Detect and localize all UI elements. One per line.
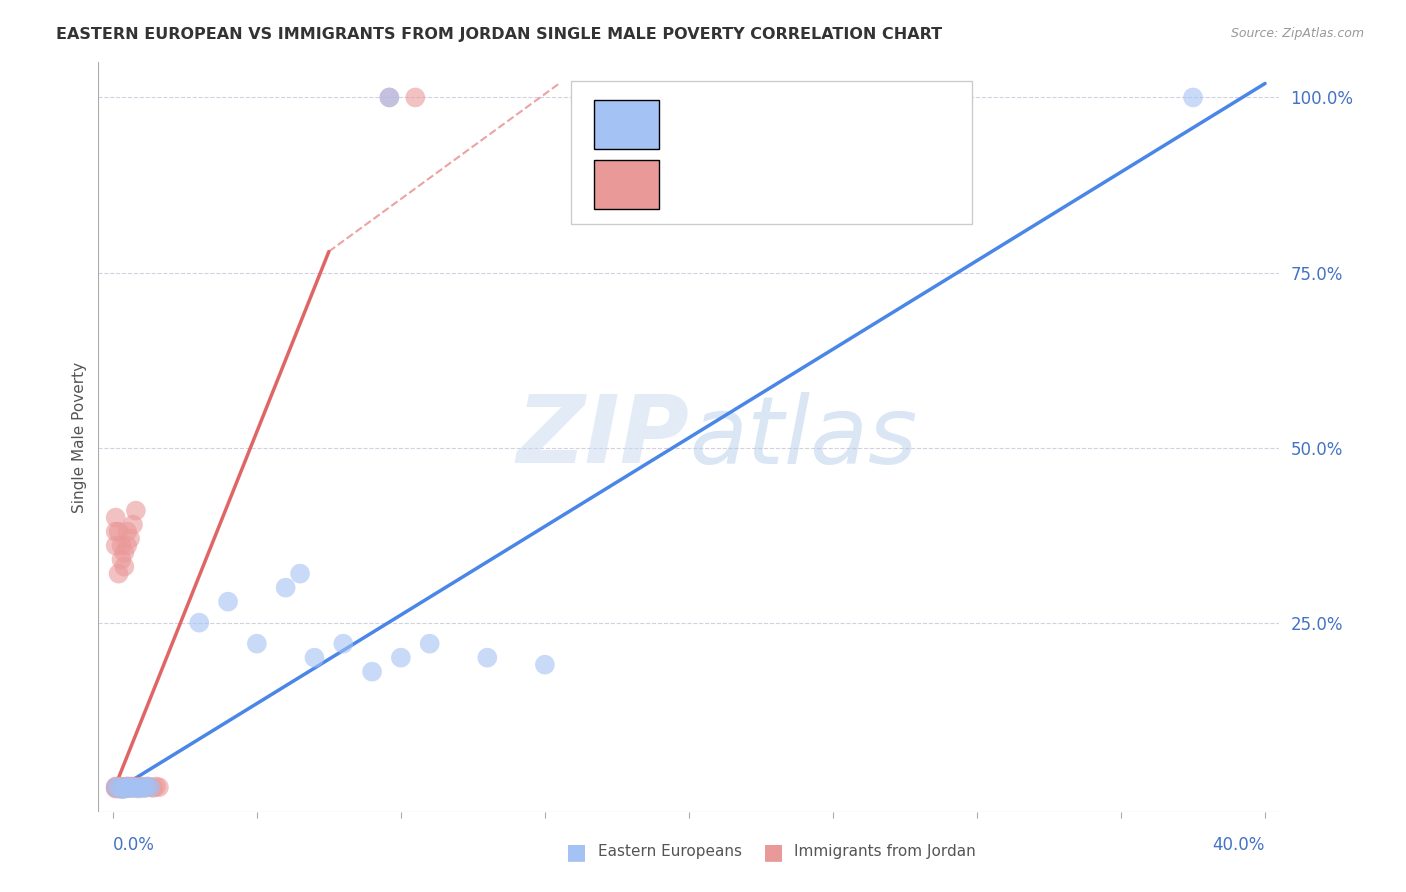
- Point: [112, 559, 135, 574]
- FancyBboxPatch shape: [571, 81, 973, 224]
- Point: [122, 517, 145, 532]
- Point: [378, 90, 401, 104]
- Text: ■: ■: [763, 842, 783, 862]
- Point: [125, 503, 148, 517]
- Point: [534, 657, 557, 672]
- Point: [110, 782, 132, 797]
- Point: [115, 780, 138, 795]
- Point: [110, 552, 132, 566]
- Point: [112, 546, 135, 560]
- FancyBboxPatch shape: [595, 160, 659, 209]
- Point: [104, 510, 127, 524]
- Point: [246, 637, 269, 651]
- Point: [419, 637, 441, 651]
- Point: [112, 781, 135, 796]
- Point: [115, 780, 138, 795]
- Text: atlas: atlas: [689, 392, 917, 483]
- Point: [107, 780, 129, 795]
- Point: [104, 781, 127, 796]
- Point: [104, 524, 127, 539]
- Point: [136, 780, 159, 794]
- Point: [104, 780, 127, 794]
- Text: R = 0.733   N = 50: R = 0.733 N = 50: [678, 174, 877, 194]
- Point: [142, 780, 165, 795]
- Text: R = 0.695   N = 28: R = 0.695 N = 28: [678, 114, 877, 134]
- Point: [115, 780, 138, 794]
- Text: EASTERN EUROPEAN VS IMMIGRANTS FROM JORDAN SINGLE MALE POVERTY CORRELATION CHART: EASTERN EUROPEAN VS IMMIGRANTS FROM JORD…: [56, 27, 942, 42]
- Point: [122, 780, 145, 794]
- Point: [115, 524, 138, 539]
- Point: [361, 665, 384, 679]
- Point: [131, 780, 153, 794]
- Point: [107, 780, 129, 795]
- Point: [122, 780, 145, 795]
- Point: [1182, 90, 1205, 104]
- Point: [112, 781, 135, 796]
- Point: [107, 780, 129, 794]
- Text: 0.0%: 0.0%: [112, 836, 155, 855]
- Point: [107, 524, 129, 539]
- Text: 40.0%: 40.0%: [1213, 836, 1265, 855]
- Point: [122, 780, 145, 795]
- Point: [112, 780, 135, 795]
- Text: ZIP: ZIP: [516, 391, 689, 483]
- Point: [477, 650, 499, 665]
- Point: [404, 90, 426, 104]
- Point: [125, 780, 148, 795]
- Point: [120, 780, 142, 795]
- Point: [115, 780, 138, 795]
- Point: [134, 780, 156, 795]
- Point: [274, 581, 297, 595]
- Point: [104, 780, 127, 795]
- Point: [217, 594, 239, 608]
- Point: [125, 780, 148, 795]
- Point: [110, 780, 132, 795]
- Point: [120, 780, 142, 794]
- Text: ■: ■: [567, 842, 586, 862]
- Point: [332, 637, 354, 651]
- Point: [107, 566, 129, 581]
- Point: [120, 780, 142, 795]
- Point: [128, 781, 150, 796]
- Point: [288, 566, 311, 581]
- Point: [104, 780, 127, 795]
- Point: [110, 780, 132, 794]
- Point: [378, 90, 401, 104]
- Point: [110, 539, 132, 553]
- Point: [148, 780, 170, 795]
- Point: [134, 780, 156, 795]
- Point: [122, 780, 145, 795]
- Point: [128, 780, 150, 795]
- Point: [112, 780, 135, 795]
- Point: [115, 780, 138, 794]
- Point: [131, 780, 153, 795]
- FancyBboxPatch shape: [595, 100, 659, 149]
- Point: [145, 780, 167, 794]
- Point: [139, 780, 162, 795]
- Point: [110, 780, 132, 795]
- Text: Source: ZipAtlas.com: Source: ZipAtlas.com: [1230, 27, 1364, 40]
- Point: [104, 780, 127, 795]
- Point: [304, 650, 326, 665]
- Point: [120, 780, 142, 795]
- Point: [115, 539, 138, 553]
- Text: Immigrants from Jordan: Immigrants from Jordan: [794, 845, 976, 859]
- Point: [110, 781, 132, 796]
- Point: [136, 780, 159, 794]
- Point: [125, 780, 148, 794]
- Point: [139, 780, 162, 795]
- Point: [120, 532, 142, 546]
- Point: [389, 650, 412, 665]
- Point: [104, 539, 127, 553]
- Y-axis label: Single Male Poverty: Single Male Poverty: [72, 361, 87, 513]
- Point: [188, 615, 211, 630]
- Point: [131, 780, 153, 795]
- Point: [107, 780, 129, 795]
- Text: Eastern Europeans: Eastern Europeans: [598, 845, 741, 859]
